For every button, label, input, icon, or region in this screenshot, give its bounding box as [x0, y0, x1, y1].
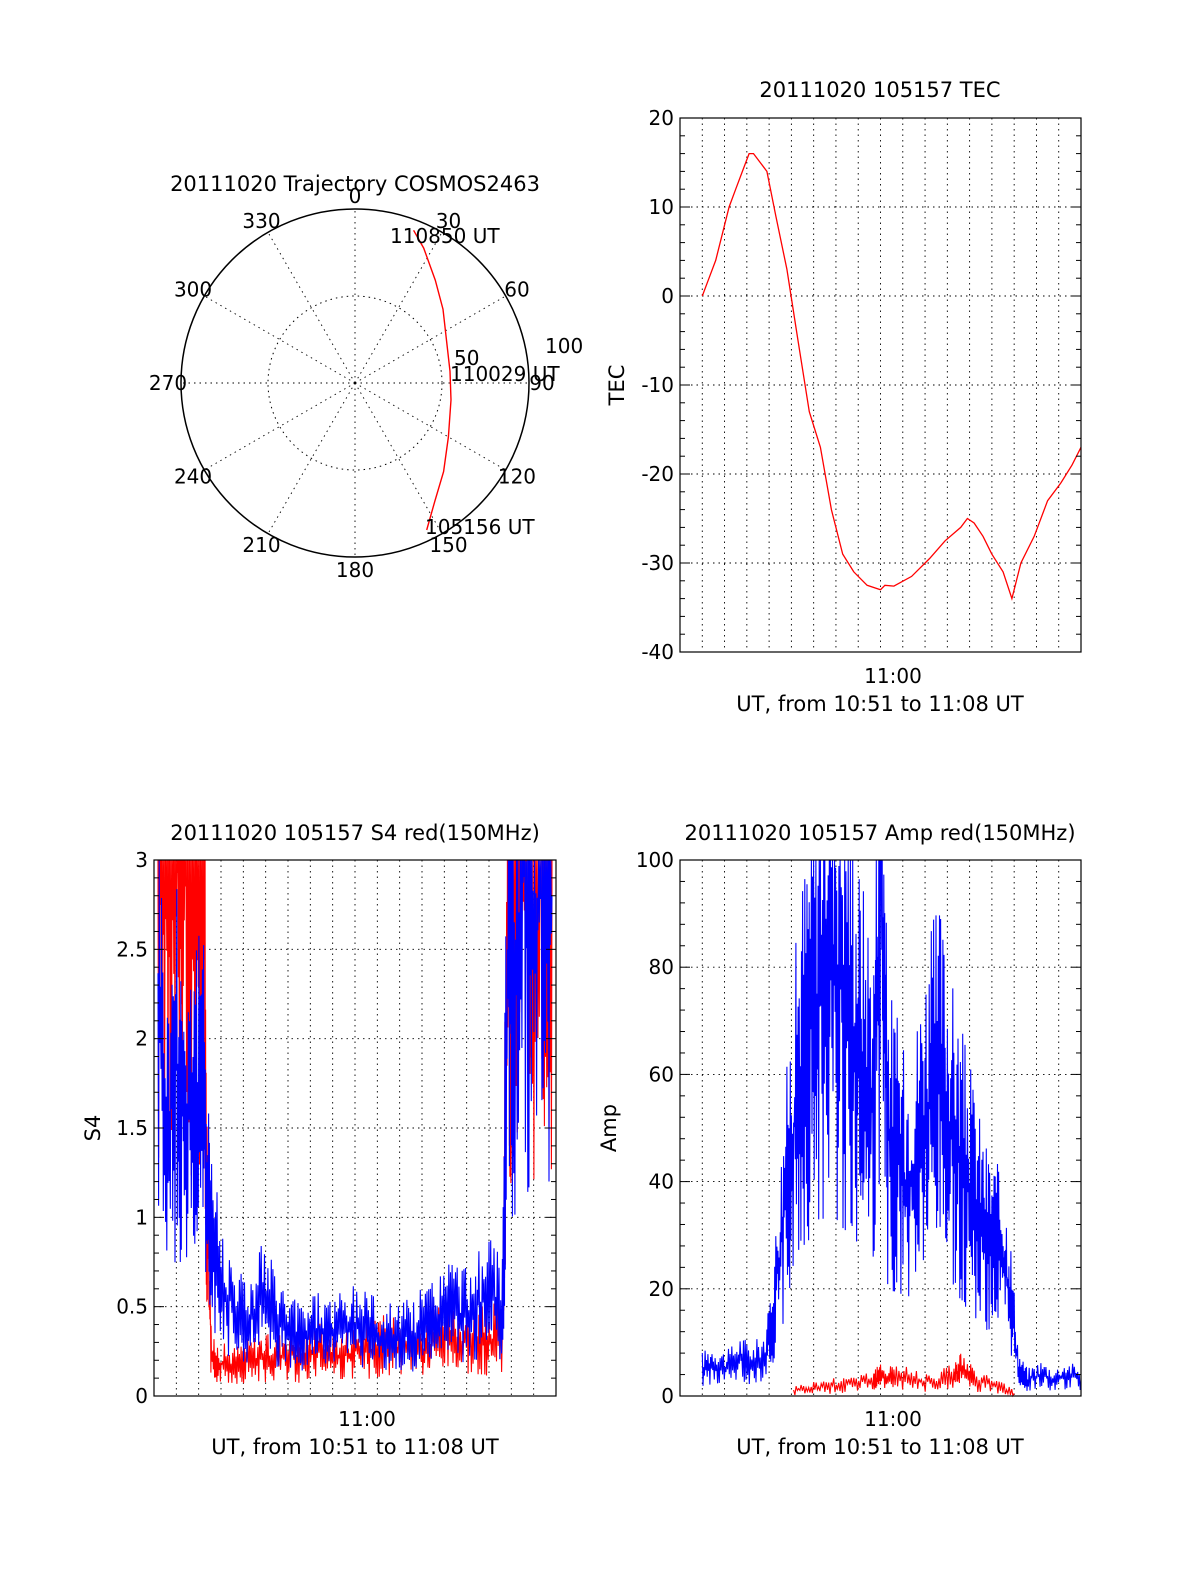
polar-title: 20111020 Trajectory COSMOS2463: [170, 172, 540, 196]
s4-series: [157, 859, 553, 1384]
ytick-label: 40: [649, 1170, 674, 1194]
ytick-label: 0.5: [116, 1295, 148, 1319]
polar-spoke: [354, 382, 506, 471]
s4-yticks: 3 2.5 2 1.5 1 0.5 0: [116, 848, 556, 1408]
ytick-label: 2.5: [116, 937, 148, 961]
amp-ylabel: Amp: [597, 1104, 621, 1152]
polar-grid: [180, 208, 530, 558]
s4-title: 20111020 105157 S4 red(150MHz): [170, 821, 540, 845]
series-line: [157, 859, 553, 1384]
s4-ylabel: S4: [81, 1115, 105, 1142]
polar-labels: 0 30 60 90 120 150 180 210 240 270 300 330 50 100: [149, 184, 583, 582]
tec-xtick-label: 11:00: [864, 664, 922, 688]
polar-azimuth-label: 300: [174, 278, 212, 302]
ytick-label: -10: [641, 373, 674, 397]
series-line: [793, 1353, 1015, 1398]
polar-azimuth-label: 330: [242, 209, 280, 233]
polar-azimuth-label: 0: [349, 184, 362, 208]
ytick-label: 10: [649, 195, 674, 219]
polar-azimuth-label: 270: [149, 371, 187, 395]
series-line: [157, 859, 553, 1372]
ytick-label: 60: [649, 1062, 674, 1086]
ytick-label: 20: [649, 1277, 674, 1301]
polar-azimuth-label: 120: [498, 465, 536, 489]
tec-ylabel: TEC: [605, 365, 629, 407]
amp-frame: [679, 859, 1082, 1397]
polar-annotation-start: 105156 UT: [425, 515, 535, 539]
polar-spoke: [204, 295, 356, 384]
ytick-label: 80: [649, 955, 674, 979]
amp-xtick-label: 11:00: [864, 1407, 922, 1431]
polar-spoke: [354, 232, 443, 384]
s4-xtick-label: 11:00: [338, 1407, 396, 1431]
ytick-label: 1.5: [116, 1116, 148, 1140]
ytick-label: 1: [135, 1205, 148, 1229]
ytick-label: 2: [135, 1027, 148, 1051]
amp-grid: [680, 860, 1081, 1396]
polar-ring-label: 50: [454, 346, 479, 370]
ytick-label: 0: [661, 1384, 674, 1408]
polar-spoke: [267, 382, 356, 534]
tec-title: 20111020 105157 TEC: [759, 78, 1000, 102]
amp-xlabel: UT, from 10:51 to 11:08 UT: [736, 1435, 1024, 1459]
polar-azimuth-label: 150: [429, 533, 467, 557]
s4-panel: 20111020 105157 S4 red(150MHz) 3 2.5 2 1.5 1…: [81, 821, 557, 1459]
amp-yticks: 100 80 60 40 20 0: [636, 848, 1081, 1408]
polar-spoke: [267, 232, 356, 384]
polar-azimuth-label: 210: [242, 533, 280, 557]
s4-xlabel: UT, from 10:51 to 11:08 UT: [211, 1435, 499, 1459]
trajectory-line: [412, 229, 452, 531]
polar-annotation-end: 110850 UT: [390, 224, 500, 248]
ytick-label: 0: [661, 284, 674, 308]
ytick-label: 3: [135, 848, 148, 872]
tec-frame: [679, 117, 1082, 653]
polar-azimuth-label: 60: [504, 278, 529, 302]
tec-xlabel: UT, from 10:51 to 11:08 UT: [736, 692, 1024, 716]
tec-panel: 20111020 105157 TEC 20 10 0 -10 -20 -30 -40 11…: [605, 78, 1082, 716]
polar-spoke: [354, 382, 443, 534]
polar-azimuth-label: 240: [174, 465, 212, 489]
amp-title: 20111020 105157 Amp red(150MHz): [684, 821, 1075, 845]
polar-azimuth-label: 30: [436, 209, 461, 233]
amp-series: [701, 859, 1082, 1398]
amp-panel: 20111020 105157 Amp red(150MHz) 100 80 60 4…: [597, 821, 1082, 1459]
polar-trajectory-panel: 20111020 Trajectory COSMOS2463 0 30 60 90 12…: [149, 172, 583, 582]
series-line: [701, 859, 1082, 1391]
polar-trajectory: [412, 229, 452, 531]
polar-ring-label: 100: [545, 334, 583, 358]
polar-spoke: [354, 295, 506, 384]
ytick-label: 100: [636, 848, 674, 872]
ytick-label: -20: [641, 462, 674, 486]
ytick-label: -30: [641, 551, 674, 575]
polar-inner-ring: [267, 295, 443, 471]
polar-annotation-mid: 110029 UT: [450, 362, 560, 386]
polar-azimuth-label: 180: [336, 558, 374, 582]
polar-outer-ring: [180, 208, 530, 558]
tec-yticks: 20 10 0 -10 -20 -30 -40: [641, 106, 1081, 664]
tec-grid: [680, 118, 1081, 652]
polar-azimuth-label: 90: [529, 371, 554, 395]
tec-series: [701, 152, 1082, 601]
ytick-label: -40: [641, 640, 674, 664]
series-line: [701, 152, 1082, 601]
ytick-label: 0: [135, 1384, 148, 1408]
ytick-label: 20: [649, 106, 674, 130]
polar-spoke: [204, 382, 356, 471]
